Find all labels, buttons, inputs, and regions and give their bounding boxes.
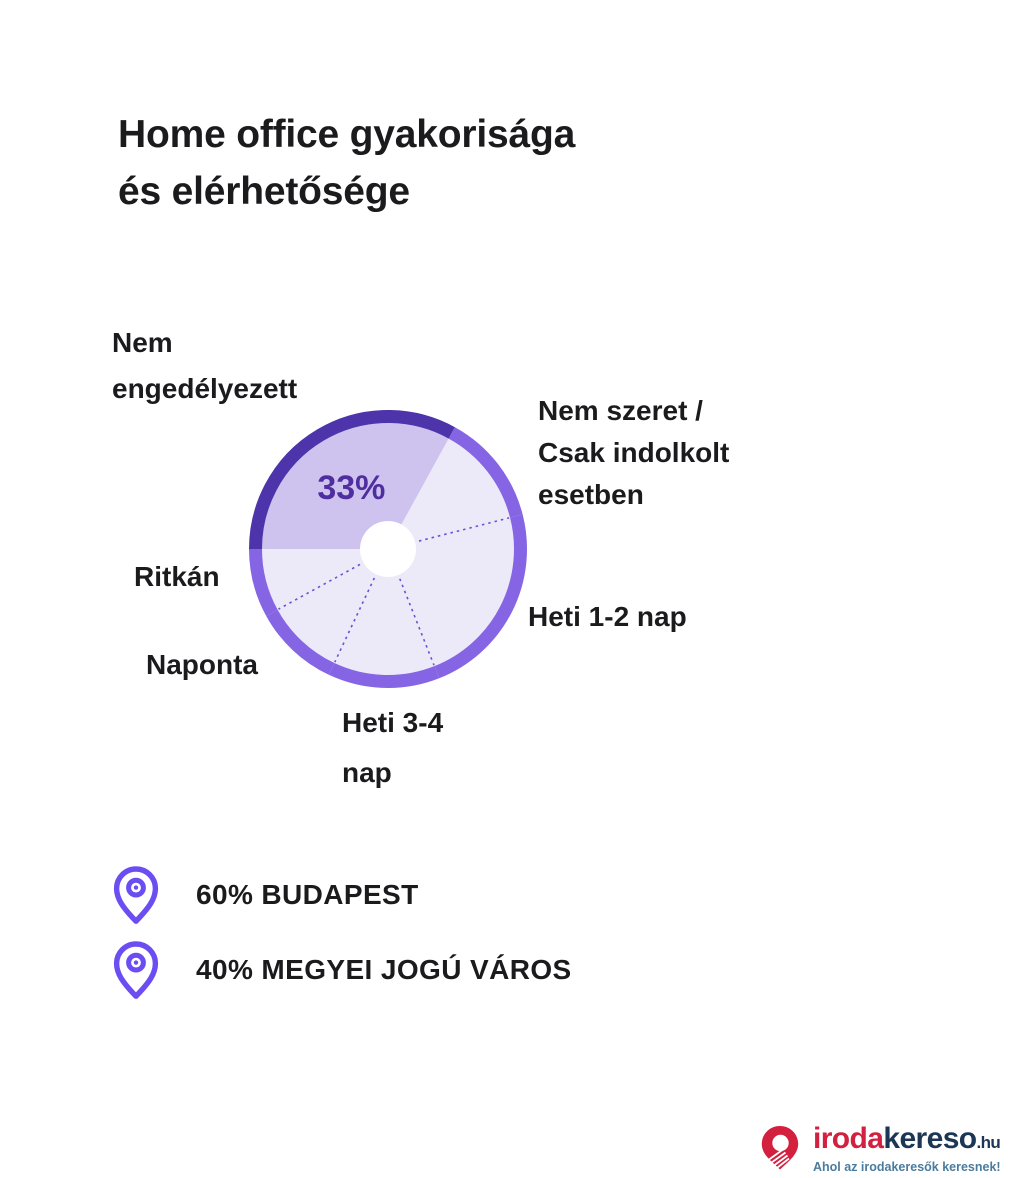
pie-slice — [261, 422, 450, 549]
pie-ring-arc — [249, 410, 455, 550]
logo-pin-icon — [761, 1126, 799, 1171]
pie-ring-arc — [266, 609, 335, 675]
label-line: nap — [342, 757, 392, 788]
pie-slice — [261, 549, 388, 611]
label-line: engedélyezett — [112, 373, 298, 404]
pie-slice — [388, 517, 515, 668]
donut-hole — [360, 521, 416, 577]
slice-separator-line — [399, 578, 435, 666]
location-stats: 60% BUDAPEST 40% MEGYEI JOGÚ VÁROS — [112, 864, 572, 1014]
label-line: Ritkán — [134, 561, 220, 592]
stat-text: 60% BUDAPEST — [196, 879, 419, 910]
pie-label-ritkan: Ritkán — [134, 560, 220, 594]
logo-wordmark: irodakereso.hu — [813, 1124, 1001, 1158]
pie-slice — [333, 549, 435, 676]
location-pin-icon — [113, 866, 159, 924]
stat-row-budapest: 60% BUDAPEST — [112, 864, 572, 926]
pie-label-naponta: Naponta — [146, 648, 258, 682]
page-title: Home office gyakorisága és elérhetősége — [118, 106, 575, 220]
location-pin-icon — [113, 941, 159, 999]
pie-ring-arc — [434, 514, 527, 679]
label-line: Heti 3-4 — [342, 707, 444, 738]
pie-slice — [388, 437, 512, 549]
logo-brand-part2: kereso — [883, 1122, 977, 1155]
pie-label-heti-3-4-nap: Heti 3-4 nap — [342, 698, 443, 798]
logo-text: irodakereso.hu Ahol az irodakeresők kere… — [813, 1124, 1001, 1175]
pie-ring-arc — [448, 427, 523, 518]
pie-ring-arc — [249, 548, 278, 616]
slice-separator-line — [334, 577, 376, 663]
logo-brand-part1: iroda — [813, 1122, 884, 1155]
slice-value-label: 33% — [317, 469, 385, 507]
stat-text: 40% MEGYEI JOGÚ VÁROS — [196, 954, 572, 985]
label-line: Heti 1-2 nap — [528, 601, 687, 632]
label-line: Nem — [112, 327, 173, 358]
pie-label-heti-1-2-nap: Heti 1-2 nap — [528, 600, 687, 634]
label-line: esetben — [538, 479, 644, 510]
pie-label-nem-szeret: Nem szeret / Csak indolkolt esetben — [538, 390, 729, 516]
stat-row-megyei-jogu-varos: 40% MEGYEI JOGÚ VÁROS — [112, 939, 572, 1001]
pie-chart: 33% — [249, 410, 527, 688]
slice-separator-line — [278, 563, 361, 610]
label-line: Csak indolkolt — [538, 437, 730, 468]
logo-tagline: Ahol az irodakeresők keresnek! — [813, 1160, 1001, 1174]
pie-ring-arc — [328, 662, 440, 688]
pie-label-nem-engedelyezett: Nem engedélyezett — [112, 320, 297, 412]
title-line-1: Home office gyakorisága — [118, 113, 576, 156]
slice-separator-line — [418, 517, 510, 542]
logo-brand-tld: .hu — [976, 1133, 1001, 1152]
title-line-2: és elérhetősége — [118, 170, 410, 213]
irodakereso-logo[interactable]: irodakereso.hu Ahol az irodakeresők kere… — [756, 1124, 1001, 1174]
label-line: Nem szeret / — [538, 395, 703, 426]
pie-slice — [276, 549, 388, 664]
label-line: Naponta — [146, 649, 258, 680]
